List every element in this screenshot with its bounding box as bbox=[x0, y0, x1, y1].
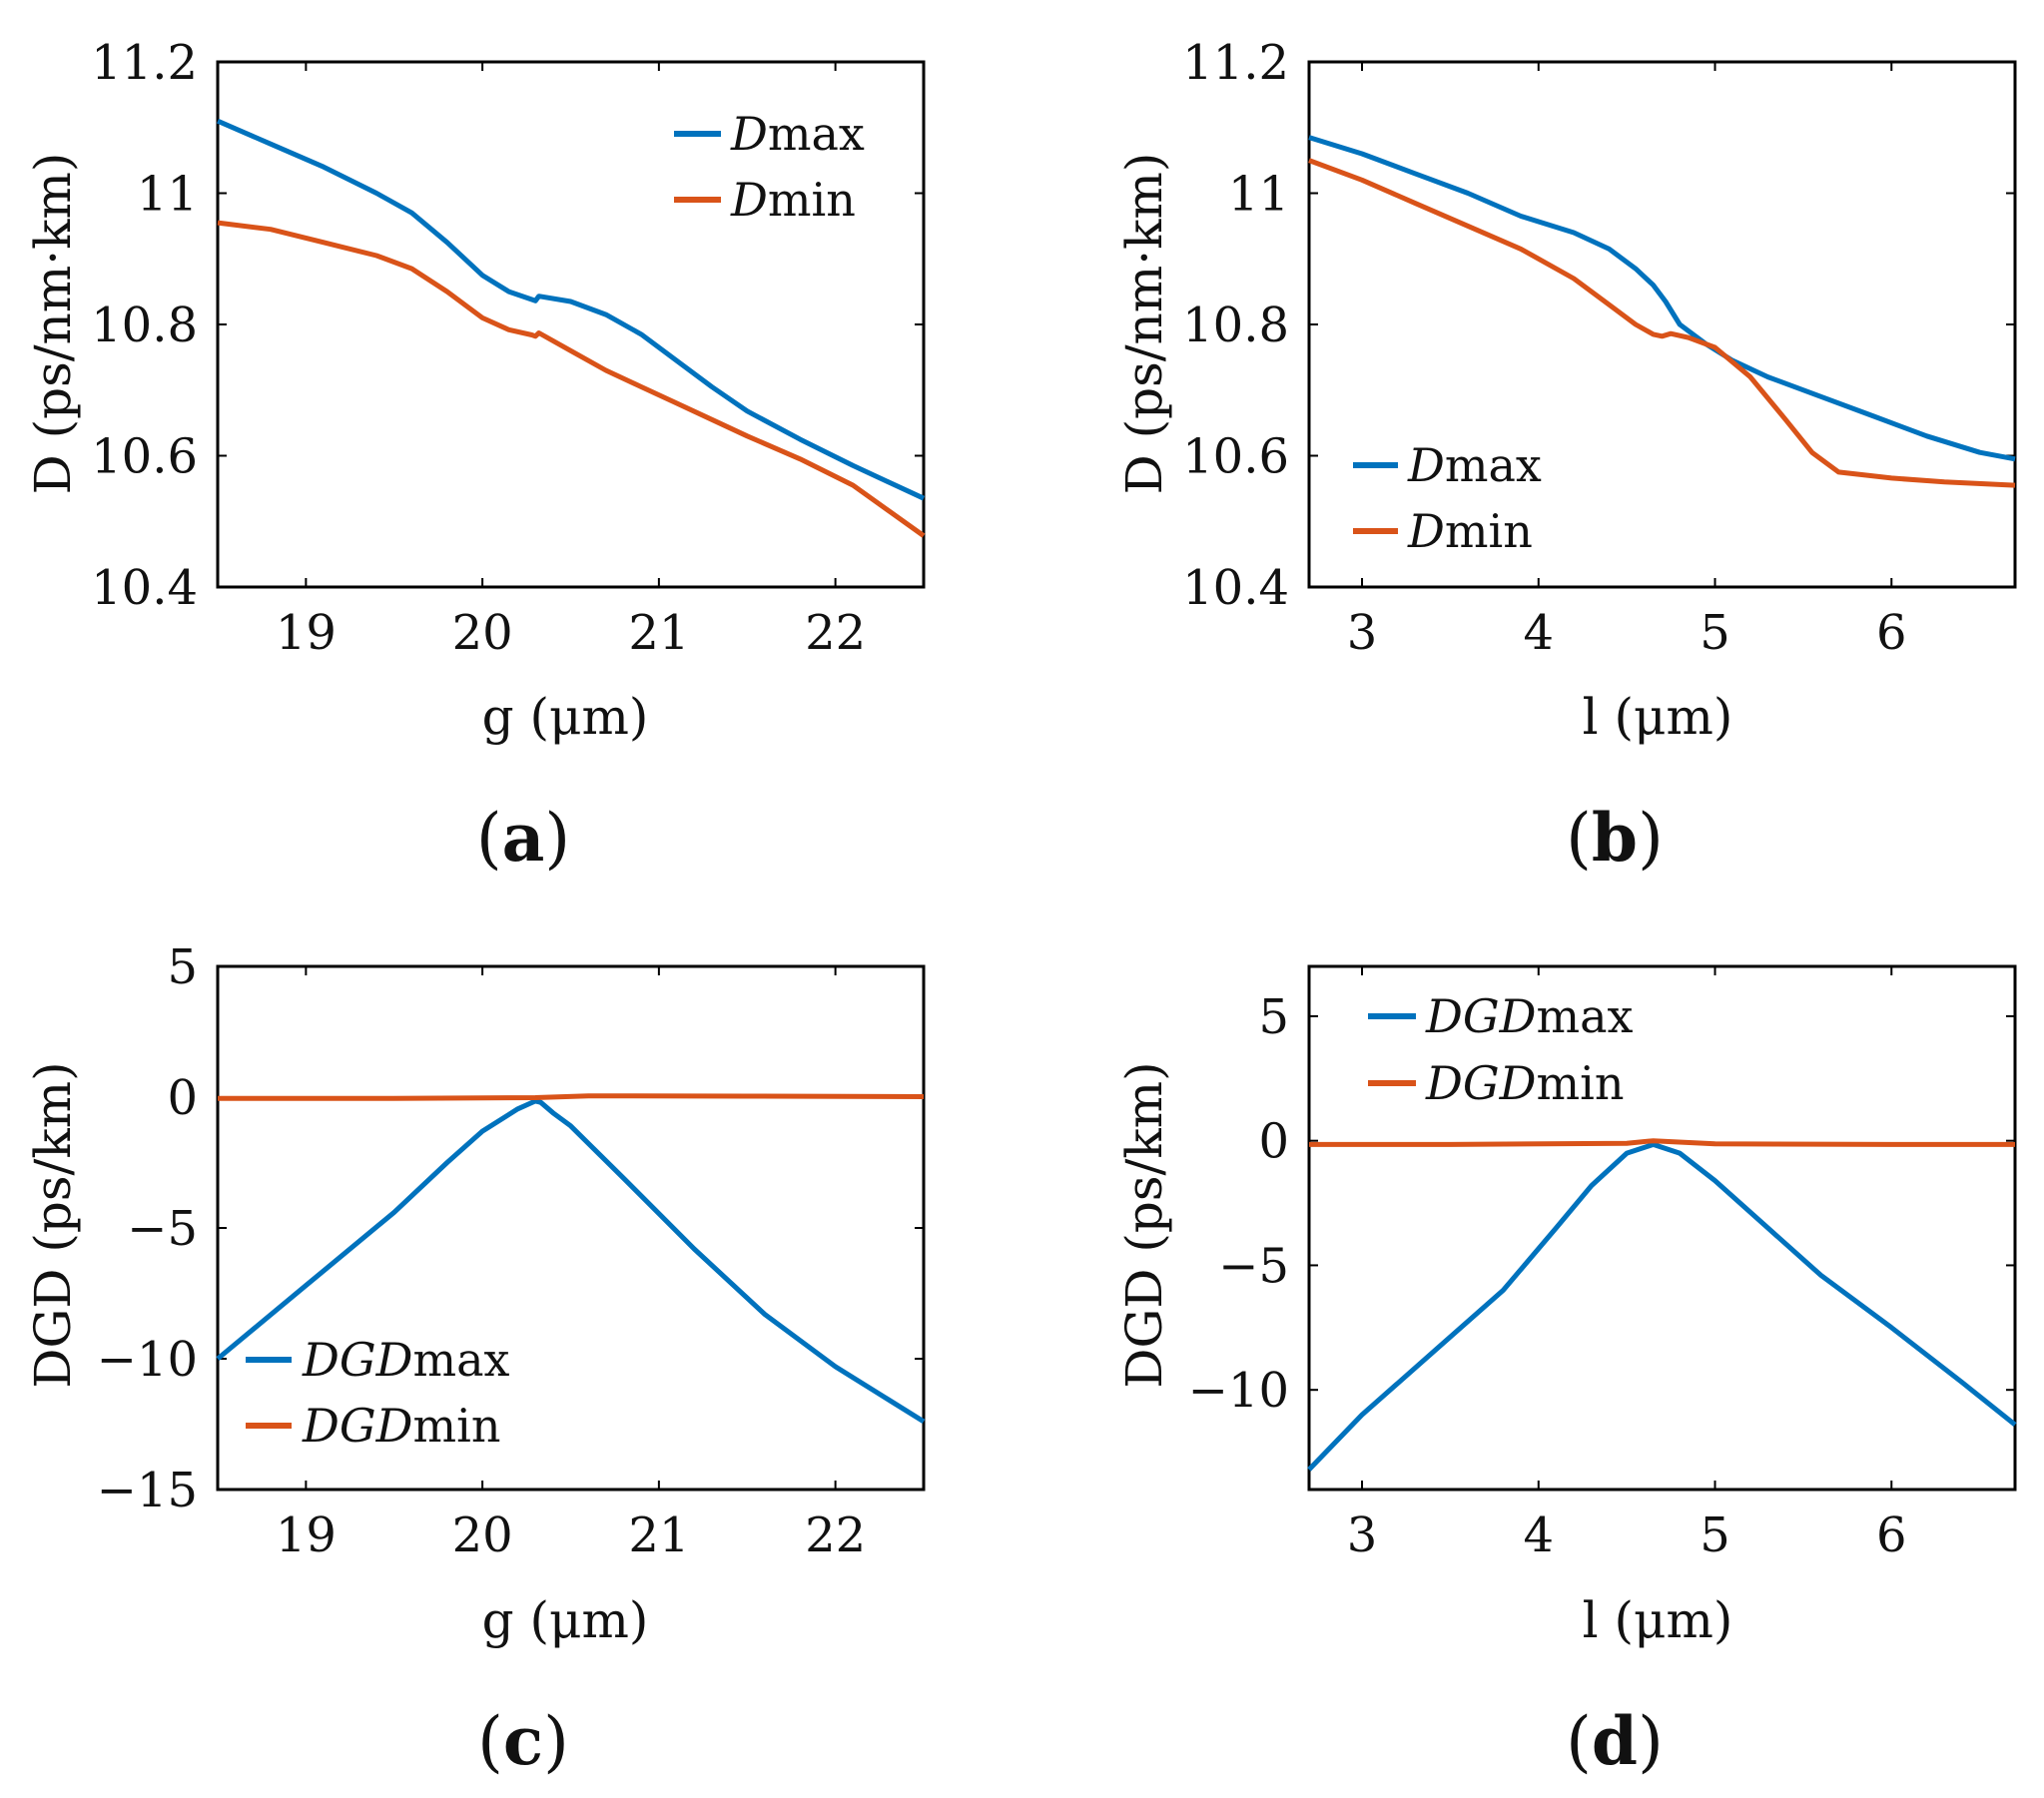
series-line-a-dmax bbox=[217, 118, 926, 501]
y-axis-label-d: DGD (ps/km) bbox=[1115, 1061, 1173, 1388]
x-tick-label-b-0: 3 bbox=[1347, 605, 1378, 661]
x-tick-label-c-1: 20 bbox=[452, 1507, 513, 1563]
x-axis-label-b: l (μm) bbox=[1583, 688, 1733, 746]
y-tick-label-c-3: 0 bbox=[167, 1070, 198, 1126]
y-axis-label-b: D (ps/nm·km) bbox=[1115, 153, 1173, 495]
x-tick-label-b-1: 4 bbox=[1524, 605, 1555, 661]
y-tick-label-d-1: −5 bbox=[1218, 1238, 1289, 1294]
x-axis-label-c: g (μm) bbox=[482, 1591, 649, 1649]
panel-label-a: (a) bbox=[476, 799, 570, 877]
legend-c: DGDmax DGDmin bbox=[246, 1333, 510, 1453]
y-tick-label-a-2: 10.8 bbox=[91, 298, 198, 353]
y-axis-label-a: D (ps/nm·km) bbox=[24, 153, 82, 495]
x-tick-label-c-0: 19 bbox=[276, 1507, 337, 1563]
x-tick-label-a-3: 22 bbox=[805, 605, 866, 661]
series-line-d-dgdmin bbox=[1309, 1138, 2015, 1147]
y-tick-label-c-0: −15 bbox=[97, 1463, 198, 1518]
plot-a: 19 20 21 22 10.4 10.6 10.8 11 11.2 bbox=[91, 35, 926, 661]
y-tick-label-a-0: 10.4 bbox=[91, 560, 198, 616]
series-line-b-dmax bbox=[1308, 135, 2016, 462]
plot-d: 3 4 5 6 −10 −5 0 5 bbox=[1188, 964, 2017, 1563]
y-tick-label-b-1: 10.6 bbox=[1182, 429, 1289, 485]
x-tick-label-d-1: 4 bbox=[1524, 1507, 1555, 1563]
x-tick-label-a-2: 21 bbox=[628, 605, 689, 661]
series-line-c-dgdmin bbox=[218, 1093, 925, 1101]
x-tick-label-a-1: 20 bbox=[452, 605, 513, 661]
legend-b-entry-dmin: Dmin bbox=[1407, 504, 1533, 558]
panel-label-c: (c) bbox=[477, 1702, 569, 1780]
plot-b: 3 4 5 6 10.4 10.6 10.8 11 11.2 bbox=[1182, 35, 2017, 661]
y-tick-label-a-1: 10.6 bbox=[91, 429, 198, 485]
y-tick-label-d-2: 0 bbox=[1258, 1114, 1289, 1170]
legend-d: DGDmax DGDmin bbox=[1368, 989, 1634, 1110]
y-axis-label-c: DGD (ps/km) bbox=[24, 1061, 82, 1388]
y-tick-label-a-4: 11.2 bbox=[91, 35, 198, 91]
legend-a-entry-dmin: Dmin bbox=[730, 173, 856, 227]
legend-d-entry-dgdmax: DGDmax bbox=[1425, 989, 1634, 1043]
y-tick-label-d-0: −10 bbox=[1188, 1363, 1289, 1419]
y-tick-label-b-4: 11.2 bbox=[1182, 35, 1289, 91]
x-tick-label-d-0: 3 bbox=[1347, 1507, 1378, 1563]
legend-a: Dmax Dmin bbox=[674, 107, 865, 227]
y-tick-label-b-0: 10.4 bbox=[1182, 560, 1289, 616]
y-tick-label-c-4: 5 bbox=[167, 939, 198, 995]
y-tick-label-b-2: 10.8 bbox=[1182, 298, 1289, 353]
panel-a: 19 20 21 22 10.4 10.6 10.8 11 11.2 Dmax Dmin g (… bbox=[24, 35, 926, 877]
y-tick-label-b-3: 11 bbox=[1228, 167, 1289, 223]
legend-b: Dmax Dmin bbox=[1353, 438, 1542, 558]
series-line-a-dmin bbox=[217, 220, 926, 538]
panel-d: 3 4 5 6 −10 −5 0 5 DGDmax DGDmin l (μm) DGD (ps… bbox=[1115, 964, 2017, 1780]
plot-c: 19 20 21 22 −15 −10 −5 0 5 bbox=[97, 939, 926, 1563]
legend-a-entry-dmax: Dmax bbox=[730, 107, 865, 161]
x-axis-label-a: g (μm) bbox=[482, 688, 649, 746]
legend-b-entry-dmax: Dmax bbox=[1407, 438, 1542, 492]
legend-c-entry-dgdmax: DGDmax bbox=[302, 1333, 510, 1387]
series-line-d-dgdmax bbox=[1307, 1141, 2017, 1472]
panel-label-d: (d) bbox=[1566, 1702, 1664, 1780]
x-tick-label-d-2: 5 bbox=[1700, 1507, 1730, 1563]
y-tick-label-c-1: −10 bbox=[97, 1332, 198, 1388]
x-tick-label-a-0: 19 bbox=[276, 605, 337, 661]
legend-c-entry-dgdmin: DGDmin bbox=[302, 1399, 500, 1453]
panel-c: 19 20 21 22−15−10−505 DGDmax DGDmin g (μm) … bbox=[24, 939, 926, 1780]
x-tick-label-c-2: 21 bbox=[628, 1507, 689, 1563]
axes-frame-d bbox=[1307, 964, 2017, 1492]
y-tick-label-c-2: −5 bbox=[127, 1201, 198, 1257]
x-tick-label-c-3: 22 bbox=[805, 1507, 866, 1563]
legend-d-entry-dgdmin: DGDmin bbox=[1425, 1056, 1624, 1110]
panel-label-b: (b) bbox=[1566, 799, 1664, 877]
x-axis-label-d: l (μm) bbox=[1583, 1591, 1733, 1649]
y-tick-label-a-3: 11 bbox=[137, 167, 198, 223]
y-tick-label-d-3: 5 bbox=[1258, 989, 1289, 1045]
series-line-b-dmin bbox=[1308, 158, 2016, 488]
series-line-c-dgdmax bbox=[216, 1098, 926, 1425]
x-tick-label-d-3: 6 bbox=[1876, 1507, 1907, 1563]
x-tick-label-b-3: 6 bbox=[1876, 605, 1907, 661]
x-tick-label-b-2: 5 bbox=[1700, 605, 1730, 661]
